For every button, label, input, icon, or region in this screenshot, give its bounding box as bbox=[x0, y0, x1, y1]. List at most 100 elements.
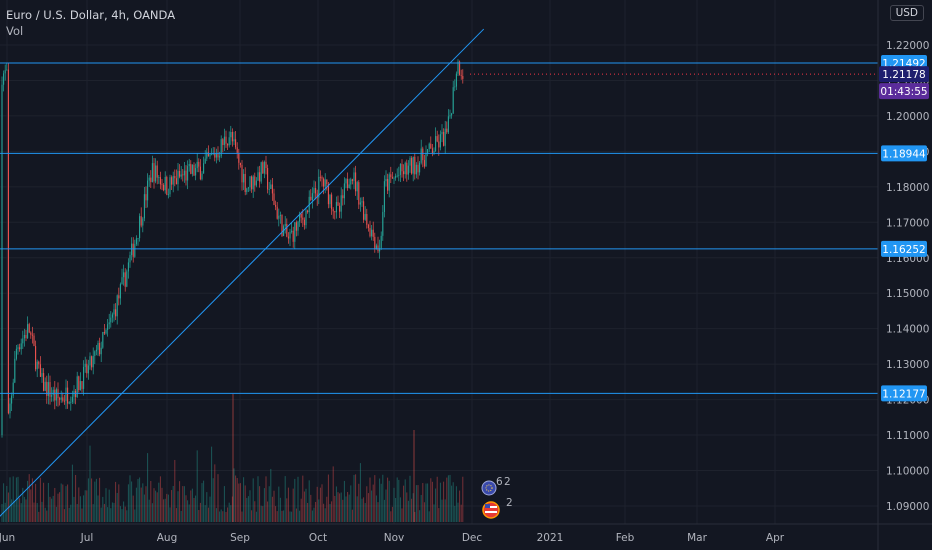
horizontal-levels[interactable] bbox=[0, 62, 878, 394]
volume-bar bbox=[340, 492, 342, 522]
candle-body bbox=[459, 61, 461, 76]
candle-body bbox=[196, 161, 198, 169]
volume-bar bbox=[151, 503, 153, 522]
volume-bar bbox=[374, 475, 376, 522]
volume-bar bbox=[252, 478, 254, 522]
volume-bar bbox=[345, 496, 347, 522]
candle-body bbox=[203, 163, 205, 174]
flag-us-icon[interactable]: 2 bbox=[482, 497, 513, 519]
volume-bar bbox=[283, 510, 285, 522]
volume-bar bbox=[289, 511, 291, 522]
candle-body bbox=[289, 231, 291, 239]
candle-body bbox=[1, 84, 3, 436]
volume-bar bbox=[422, 483, 424, 522]
candle-body bbox=[367, 224, 369, 229]
volume-bar bbox=[334, 495, 336, 522]
volume-bar bbox=[382, 474, 384, 522]
volume-bar bbox=[209, 496, 211, 522]
candle-body bbox=[310, 196, 312, 201]
volume-bar bbox=[311, 510, 313, 522]
candle-body bbox=[332, 209, 334, 212]
event-markers[interactable]: 6 22 bbox=[481, 476, 513, 519]
volume-bar bbox=[380, 483, 382, 522]
candle-body bbox=[366, 214, 368, 225]
volume-bar bbox=[367, 493, 369, 522]
candle-body bbox=[113, 309, 115, 315]
candle-body bbox=[180, 174, 182, 177]
volume-bar bbox=[425, 483, 427, 522]
candle-body bbox=[443, 131, 445, 146]
candle-body bbox=[279, 214, 281, 216]
candle-body bbox=[313, 188, 315, 194]
candle-body bbox=[307, 210, 309, 213]
candle-body bbox=[199, 166, 201, 180]
candle-body bbox=[191, 164, 193, 174]
candle-body bbox=[115, 309, 117, 317]
volume-bar bbox=[460, 504, 462, 522]
volume-bar bbox=[150, 480, 152, 522]
volume-bar bbox=[377, 502, 379, 522]
candle-body bbox=[47, 382, 49, 396]
trendline[interactable] bbox=[0, 28, 485, 524]
candle-body bbox=[398, 174, 400, 176]
candle-body bbox=[166, 177, 168, 195]
volume-bar bbox=[375, 495, 377, 522]
candle-body bbox=[215, 153, 217, 158]
candle-body bbox=[33, 335, 35, 347]
volume-bar bbox=[135, 487, 137, 522]
volume-bar bbox=[201, 483, 203, 522]
volume-bar bbox=[20, 503, 22, 522]
volume-bar bbox=[14, 501, 16, 522]
candle-body bbox=[111, 314, 113, 318]
volume-bar bbox=[404, 479, 406, 522]
candle-body bbox=[193, 164, 195, 176]
volume-bar bbox=[260, 505, 262, 522]
volume-bar bbox=[91, 478, 93, 522]
candle-body bbox=[55, 389, 57, 401]
volume-bar bbox=[126, 510, 128, 522]
volume-bar bbox=[412, 493, 414, 522]
volume-bar bbox=[124, 506, 126, 522]
candle-body bbox=[351, 179, 353, 181]
price-axis[interactable]: 1.220001.210001.200001.190001.180001.170… bbox=[877, 0, 929, 550]
candle-body bbox=[388, 174, 390, 191]
volume-bar bbox=[123, 501, 125, 522]
volume-bar bbox=[396, 477, 398, 522]
volume-bar bbox=[169, 507, 171, 522]
volume-bar bbox=[361, 498, 363, 522]
candle-body bbox=[311, 193, 313, 201]
volume-bar bbox=[68, 507, 70, 522]
candle-body bbox=[246, 188, 248, 192]
volume-bar bbox=[89, 445, 91, 522]
volume-label[interactable]: Vol bbox=[6, 24, 24, 38]
marker-count: 2 bbox=[504, 476, 511, 488]
current-price-badge bbox=[879, 66, 929, 83]
candle-body bbox=[103, 331, 105, 334]
candle-body bbox=[41, 373, 43, 377]
candle-body bbox=[9, 403, 11, 414]
candle-body bbox=[371, 229, 373, 237]
level-badge bbox=[881, 385, 927, 402]
volume-bar bbox=[67, 484, 69, 522]
trendline-segment[interactable] bbox=[0, 28, 485, 524]
volume-bar bbox=[403, 485, 405, 522]
currency-button[interactable]: USD bbox=[889, 5, 924, 21]
volume-bar bbox=[385, 489, 387, 522]
candle-body bbox=[462, 75, 464, 79]
volume-bar bbox=[262, 506, 264, 522]
volume-bar bbox=[155, 490, 157, 522]
symbol-title[interactable]: Euro / U.S. Dollar, 4h, OANDA bbox=[6, 8, 176, 22]
volume-bar bbox=[105, 488, 107, 522]
volume-bar bbox=[55, 506, 57, 522]
time-axis[interactable]: Jun Jul Aug Sep Oct Nov Dec 2021 Feb Mar Apr bbox=[0, 523, 932, 544]
candle-body bbox=[327, 184, 329, 205]
volume-bar bbox=[300, 498, 302, 522]
candle-body bbox=[297, 221, 299, 231]
candle-body bbox=[420, 148, 422, 163]
candle-body bbox=[25, 334, 27, 339]
volume-bar bbox=[319, 487, 321, 522]
candle-body bbox=[177, 170, 179, 185]
candle-body bbox=[100, 347, 102, 355]
